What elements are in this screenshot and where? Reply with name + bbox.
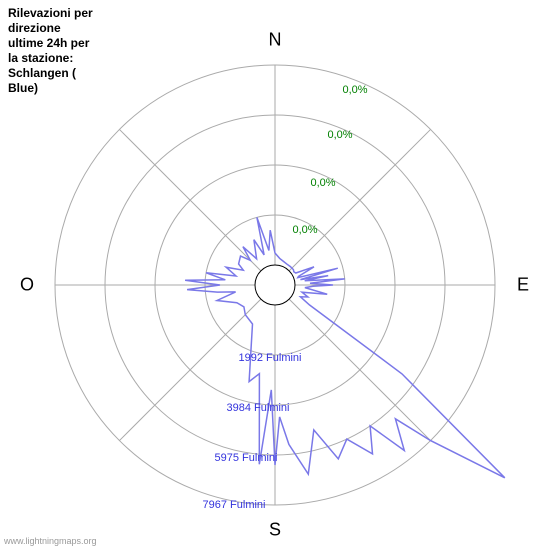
percent-label-3: 0,0%: [310, 177, 335, 189]
cardinal-s: S: [269, 520, 281, 541]
count-label-2: 3984 Fulmini: [227, 402, 290, 414]
chart-title: Rilevazioni per direzione ultime 24h per…: [8, 6, 93, 96]
count-label-3: 5975 Fulmini: [215, 452, 278, 464]
count-label-1: 1992 Fulmini: [239, 352, 302, 364]
cardinal-w: O: [20, 275, 34, 296]
percent-label-4: 0,0%: [292, 224, 317, 236]
cardinal-e: E: [517, 275, 529, 296]
cardinal-n: N: [269, 30, 282, 51]
attribution: www.lightningmaps.org: [4, 536, 97, 546]
percent-label-2: 0,0%: [327, 129, 352, 141]
count-label-4: 7967 Fulmini: [203, 499, 266, 511]
percent-label-1: 0,0%: [342, 84, 367, 96]
